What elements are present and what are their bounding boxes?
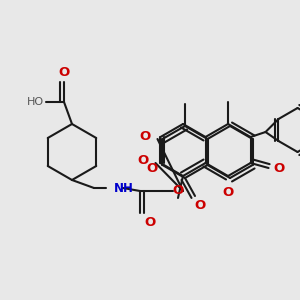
Text: HO: HO [27, 97, 44, 107]
Text: O: O [194, 199, 206, 212]
Text: O: O [144, 216, 156, 229]
Text: O: O [146, 163, 158, 176]
Text: O: O [274, 161, 285, 175]
Text: O: O [222, 186, 234, 199]
Text: O: O [137, 154, 148, 167]
Text: NH: NH [114, 182, 134, 194]
Text: O: O [58, 66, 70, 79]
Text: O: O [139, 130, 151, 143]
Text: O: O [172, 184, 184, 197]
